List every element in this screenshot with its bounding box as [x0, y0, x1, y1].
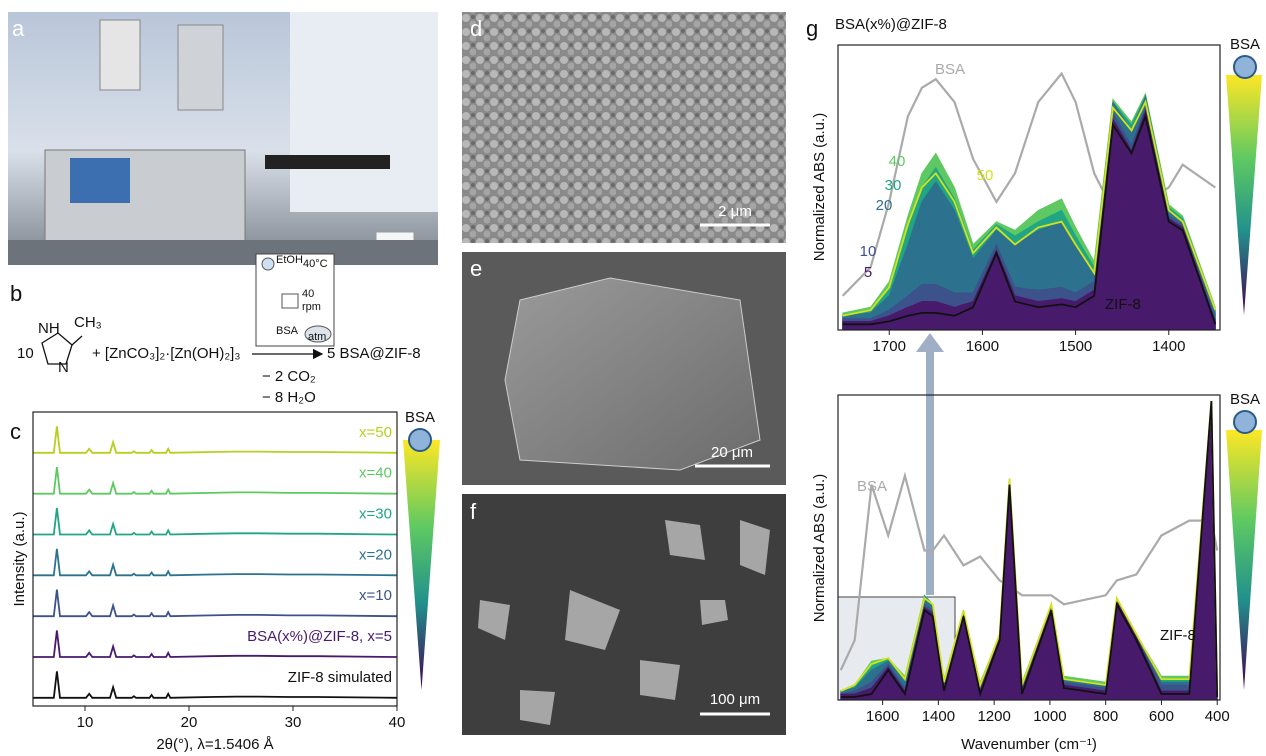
- panel-label: a: [12, 16, 25, 41]
- x-tick-label: 1200: [977, 708, 1010, 725]
- panel-label: g: [806, 16, 818, 41]
- plot-frame: [33, 412, 397, 706]
- protein-icon: [409, 429, 431, 451]
- panel-label: d: [470, 16, 482, 41]
- scale-bar-label: 100 μm: [710, 691, 760, 708]
- x-tick-label: 800: [1093, 708, 1118, 725]
- gradient-label: BSA: [405, 409, 435, 426]
- reaction-scheme: 10 NH CH₃ N + [ZnCO₃]₂·[Zn(OH)₂]₃ 5 BSA@…: [17, 254, 421, 406]
- reactant: + [ZnCO₃]₂·[Zn(OH)₂]₃: [92, 345, 240, 362]
- series-label: BSA: [935, 61, 965, 78]
- series-label: 5: [864, 264, 872, 281]
- ring-atom: N: [58, 359, 69, 376]
- x-tick-label: 40: [389, 714, 406, 731]
- series-label: 10: [860, 243, 877, 260]
- chart-title: BSA(x%)@ZIF-8: [835, 16, 947, 33]
- panel-label: b: [10, 281, 22, 306]
- series-line: [33, 467, 397, 494]
- condition: 40: [302, 288, 314, 300]
- y-axis-label: Normalized ABS (a.u.): [811, 474, 828, 622]
- panel-label: c: [10, 419, 21, 444]
- series-label: 40: [889, 153, 906, 170]
- series-label: 30: [885, 177, 902, 194]
- x-axis-label: 2θ(°), λ=1.5406 Å: [156, 736, 273, 753]
- coefficient: 10: [17, 345, 34, 362]
- x-tick-label: 20: [181, 714, 198, 731]
- condition: BSA: [276, 325, 299, 337]
- series-line: [33, 508, 397, 535]
- scale-bar-label: 2 μm: [718, 203, 752, 220]
- x-tick-label: 1600: [866, 708, 899, 725]
- series-line: [33, 549, 397, 576]
- ring-substituent: CH₃: [74, 314, 102, 331]
- series-label: x=50: [359, 424, 392, 441]
- figure: a b c d e f g 2 μm 20 μm 100 μm 10 NH CH…: [0, 0, 1266, 756]
- condition: rpm: [302, 301, 321, 313]
- protein-icon: [1234, 411, 1256, 433]
- condition: EtOH: [276, 254, 303, 266]
- series-line: [33, 590, 397, 617]
- gradient-label: BSA: [1230, 391, 1260, 408]
- byproduct: − 8 H₂O: [262, 389, 316, 406]
- series-label: 20: [876, 197, 893, 214]
- bsa-gradient: [1226, 430, 1262, 690]
- x-tick-label: 10: [77, 714, 94, 731]
- x-tick-label: 1700: [873, 338, 906, 355]
- series-label: ZIF-8: [1105, 296, 1141, 313]
- x-tick-label: 1500: [1059, 338, 1092, 355]
- byproduct: − 2 CO₂: [262, 368, 316, 385]
- series-line: [33, 426, 397, 453]
- x-tick-label: 1400: [922, 708, 955, 725]
- x-tick-label: 30: [285, 714, 302, 731]
- photo-a: [8, 12, 438, 265]
- scale-bar-label: 20 μm: [711, 444, 753, 461]
- series-label: x=40: [359, 465, 392, 482]
- condition: 40°C: [303, 258, 328, 270]
- series-label: x=20: [359, 546, 392, 563]
- x-tick-label: 600: [1149, 708, 1174, 725]
- x-tick-label: 1400: [1152, 338, 1185, 355]
- bsa-gradient: [1226, 75, 1262, 315]
- zoom-arrow-head: [916, 333, 944, 352]
- bsa-gradient: [403, 440, 440, 690]
- series-label: 50: [977, 167, 994, 184]
- series-label: BSA(x%)@ZIF-8, x=5: [247, 628, 392, 645]
- panel-label: f: [470, 499, 477, 524]
- x-tick-label: 1000: [1033, 708, 1066, 725]
- ring-atom: NH: [38, 320, 60, 337]
- series-label: BSA: [857, 478, 887, 495]
- y-axis-label: Normalized ABS (a.u.): [811, 113, 828, 261]
- series-label: x=10: [359, 587, 392, 604]
- x-tick-label: 1600: [966, 338, 999, 355]
- panel-label: e: [470, 256, 482, 281]
- series-label: x=30: [359, 505, 392, 522]
- y-axis-label: Intensity (a.u.): [11, 511, 28, 606]
- x-tick-label: 400: [1205, 708, 1230, 725]
- condition: atm: [308, 331, 326, 343]
- series-label: ZIF-8: [1160, 627, 1196, 644]
- protein-icon: [1234, 56, 1256, 78]
- product: 5 BSA@ZIF-8: [327, 345, 421, 362]
- x-axis-label: Wavenumber (cm⁻¹): [961, 736, 1097, 753]
- gradient-label: BSA: [1230, 36, 1260, 53]
- series-label: ZIF-8 simulated: [288, 669, 392, 686]
